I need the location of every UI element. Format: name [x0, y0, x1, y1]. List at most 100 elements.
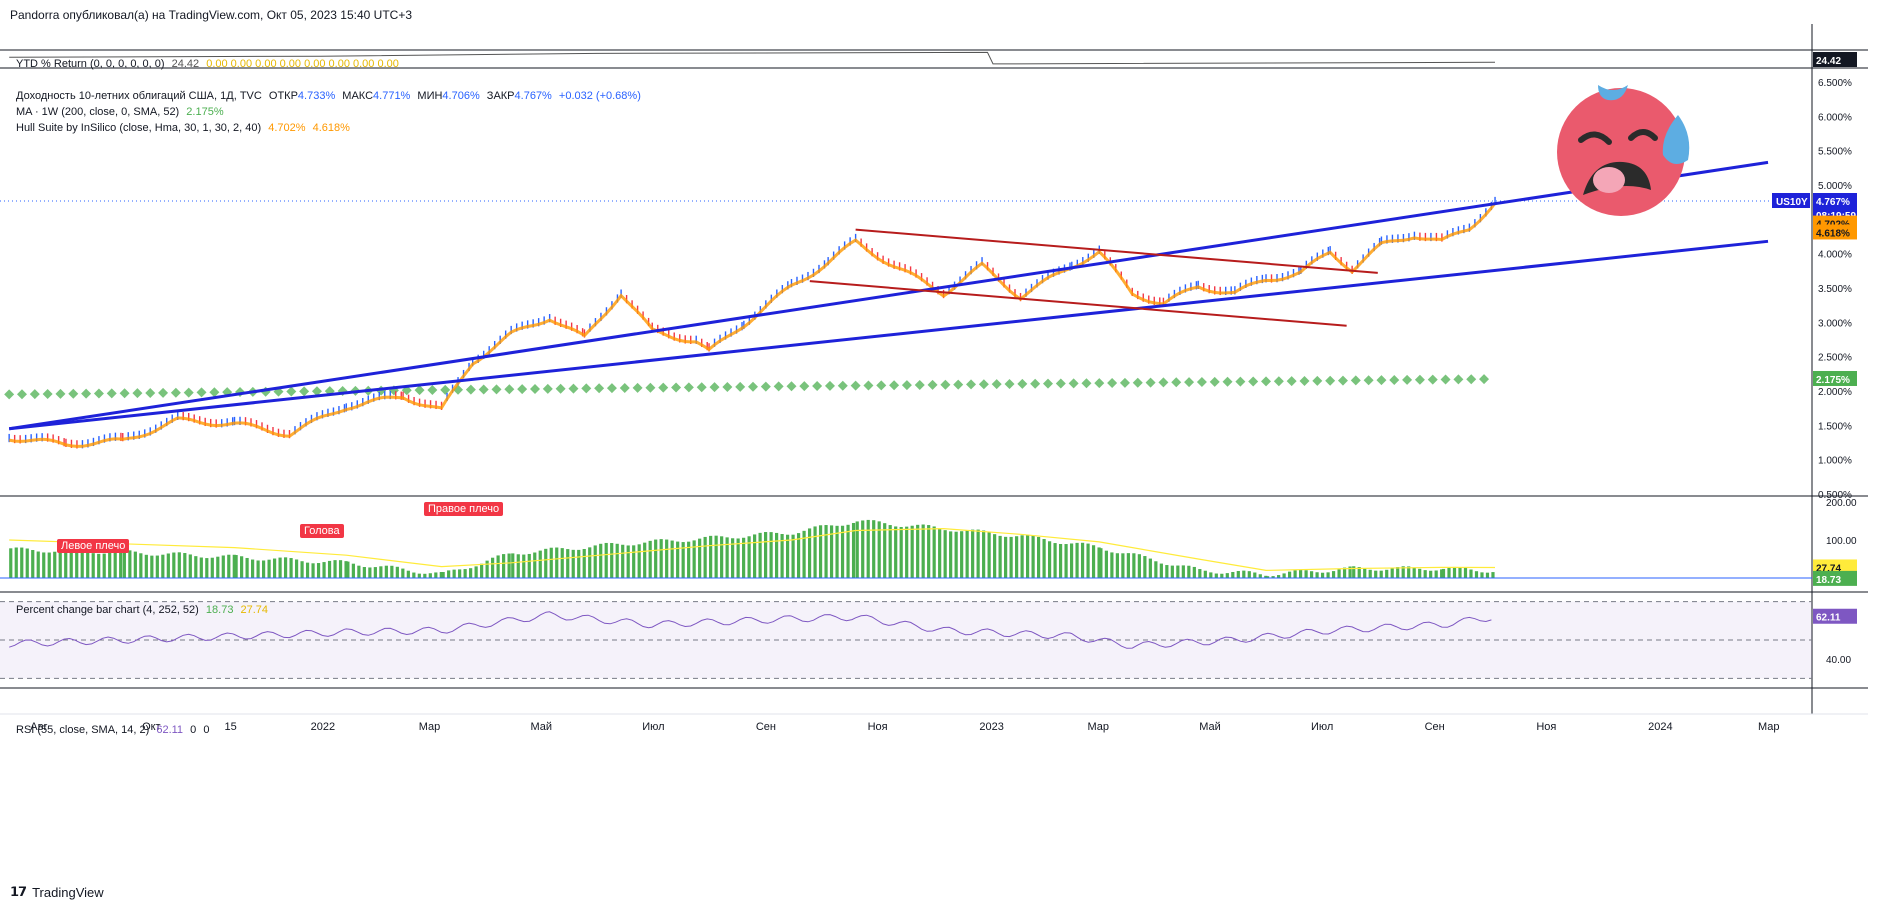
pct-legend[interactable]: Percent change bar chart (4, 252, 52) 18…	[16, 602, 272, 618]
chart-area[interactable]: 0.500% 1.000% 1.500% 2.000% 2.500% 3.000% 3.50…	[0, 24, 1868, 864]
pct-bar	[1148, 558, 1152, 578]
pct-bar	[428, 573, 432, 578]
pct-bar	[474, 566, 478, 578]
pct-bar	[1026, 535, 1030, 578]
symbol-tag-bg	[1772, 192, 1810, 208]
pct-bar	[1271, 576, 1275, 578]
open-value: 4.733%	[297, 90, 336, 102]
pct-bar	[637, 544, 641, 578]
pct-bar	[172, 552, 176, 578]
pct-bar	[1187, 565, 1191, 578]
pct-bar	[791, 534, 795, 578]
ma-point	[209, 387, 220, 398]
pct-bar	[496, 555, 500, 578]
pct-bar	[1357, 567, 1361, 578]
pct-legend-name: Percent change bar chart (4, 252, 52)	[16, 604, 199, 616]
left-shoulder-label[interactable]: Левое плечо	[57, 539, 130, 553]
pct-bar	[632, 545, 636, 578]
pct-bar	[1143, 556, 1147, 578]
main-legend[interactable]: Доходность 10-летних облигаций США, 1Д, …	[16, 88, 645, 104]
x-tick-label: Авг	[30, 721, 47, 733]
pct-bar	[1225, 573, 1229, 578]
ma-point	[991, 379, 1002, 390]
x-tick-label: Май	[530, 721, 552, 733]
hull-legend[interactable]: Hull Suite by InSilico (close, Hma, 30, …	[16, 120, 354, 136]
ytd-legend[interactable]: YTD % Return (0, 0, 0, 0, 0, 0) 24.42 0.…	[16, 56, 403, 72]
pct-bar	[91, 553, 95, 578]
ma-point	[940, 379, 951, 390]
pct-bar	[294, 559, 299, 578]
pct-bar	[872, 520, 876, 578]
y-tick-label: 2.000%	[1818, 387, 1852, 398]
pct-bar	[621, 544, 625, 578]
pct-bar	[1203, 570, 1207, 578]
ma-point	[440, 384, 451, 395]
ma-legend[interactable]: MA · 1W (200, close, 0, SMA, 52) 2.175%	[16, 104, 228, 120]
pct-bar	[439, 572, 443, 578]
ma-point	[1389, 375, 1400, 386]
pct-bar	[1434, 570, 1438, 578]
pct-bar	[261, 560, 266, 578]
tradingview-logo-icon[interactable]: 𝟭𝟳	[10, 884, 27, 899]
pct1-tag: 27.74	[1816, 563, 1841, 574]
pct-bar	[333, 560, 337, 578]
pct-bar	[538, 550, 542, 578]
pct-bar	[555, 547, 559, 578]
pct-bar	[998, 535, 1002, 578]
pct-bar	[1058, 543, 1063, 578]
right-shoulder-label[interactable]: Правое плечо	[424, 502, 504, 516]
ytd-tag-bg	[1813, 52, 1857, 67]
head-label[interactable]: Голова	[300, 524, 344, 538]
pct-bar	[533, 552, 537, 578]
ma-point	[1453, 374, 1464, 385]
ma-point	[1337, 375, 1348, 386]
pct-bar	[736, 538, 740, 578]
pct-bar	[210, 557, 214, 578]
pct-ma-line	[9, 527, 1496, 572]
ma-point	[1286, 376, 1297, 387]
pct-y-tick: 200.00	[1826, 498, 1857, 509]
pct-bar	[58, 550, 62, 578]
pct-bar	[272, 558, 277, 578]
ma-point	[760, 381, 771, 392]
pct2-tag: 18.73	[1816, 575, 1841, 586]
pct-bar	[1309, 571, 1314, 578]
ma-point	[119, 388, 130, 399]
x-tick-label: 2023	[979, 721, 1003, 733]
pct-bar	[1474, 571, 1479, 578]
ytd-tag: 24.42	[1816, 56, 1841, 67]
x-tick-label: 2024	[1648, 721, 1672, 733]
pct-bar	[161, 554, 165, 578]
y-tick-label: 4.000%	[1818, 250, 1852, 261]
ma-point	[824, 380, 835, 391]
ma-point	[414, 385, 425, 396]
pct-bar	[458, 569, 462, 578]
pct-bar	[1337, 569, 1341, 578]
pct-bar	[199, 557, 203, 578]
pct-bar	[351, 563, 355, 578]
pct-bar	[289, 558, 293, 578]
ma-point	[606, 383, 617, 394]
ma-point	[1196, 377, 1207, 388]
rsi-legend-v3: 0	[203, 724, 210, 736]
ma-point	[722, 381, 733, 392]
pct-bar	[452, 569, 456, 578]
pct-bar	[1440, 569, 1444, 578]
pct-bar	[344, 561, 348, 578]
ma-point	[196, 387, 207, 398]
y-tick-label: 2.500%	[1818, 353, 1852, 364]
main-legend-title: Доходность 10-летних облигаций США, 1Д, …	[16, 90, 262, 102]
pct-bar	[1288, 571, 1292, 578]
hot-face-emoji-icon[interactable]	[1543, 80, 1703, 230]
pct-bar	[910, 525, 914, 578]
pct-bar	[742, 537, 746, 578]
ma-point	[812, 381, 823, 392]
pct-bar	[1069, 543, 1074, 578]
ma-point	[1312, 375, 1323, 386]
ma-point	[1299, 375, 1310, 386]
x-tick-label: 15	[225, 721, 237, 733]
ytd-legend-value: 24.42	[171, 58, 200, 70]
pct-bar	[177, 552, 181, 578]
pct-bar	[1247, 571, 1251, 578]
rsi-legend[interactable]: RSI (55, close, SMA, 14, 2) 62.11 0 0	[16, 722, 213, 738]
